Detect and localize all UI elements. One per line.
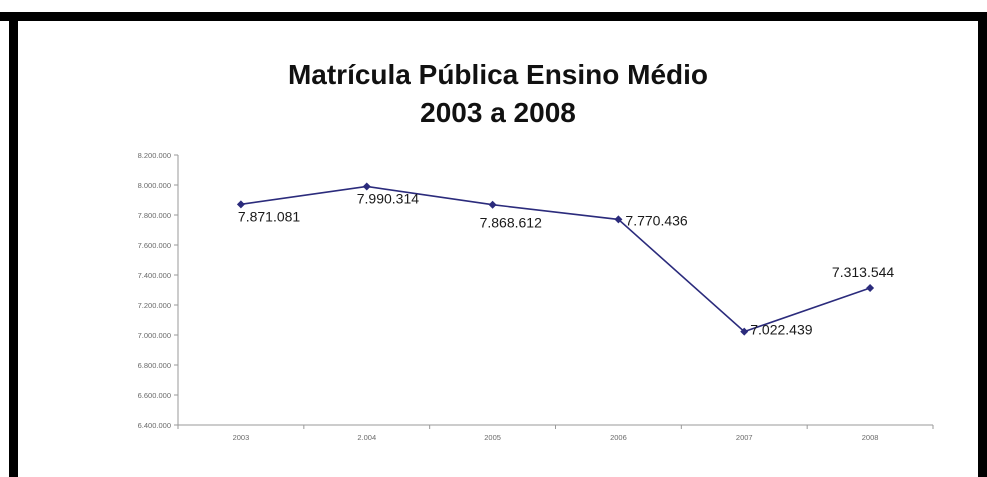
data-point-marker	[866, 283, 875, 292]
y-tick-label: 6.400.000	[138, 421, 171, 430]
data-label: 7.770.436	[625, 212, 687, 228]
x-tick-label: 2007	[736, 433, 753, 442]
y-tick-label: 7.800.000	[138, 211, 171, 220]
frame-border-right	[978, 12, 987, 477]
y-tick-label: 7.000.000	[138, 331, 171, 340]
frame-border-top	[0, 12, 987, 21]
y-tick-label: 6.600.000	[138, 391, 171, 400]
data-point-marker	[236, 200, 245, 209]
data-label: 7.871.081	[238, 208, 300, 224]
data-point-marker	[488, 200, 497, 209]
x-tick-label: 2.004	[357, 433, 376, 442]
frame-border-left	[9, 12, 18, 477]
y-tick-label: 7.600.000	[138, 241, 171, 250]
x-tick-label: 2005	[484, 433, 501, 442]
data-point-marker	[614, 215, 623, 224]
y-tick-label: 8.200.000	[138, 151, 171, 160]
x-tick-label: 2003	[233, 433, 250, 442]
y-tick-label: 6.800.000	[138, 361, 171, 370]
chart-title: Matrícula Pública Ensino Médio 2003 a 20…	[18, 56, 978, 132]
chart-title-line-2: 2003 a 2008	[420, 97, 576, 128]
data-label: 7.990.314	[357, 190, 419, 206]
data-label: 7.868.612	[480, 215, 542, 231]
x-tick-label: 2006	[610, 433, 627, 442]
y-tick-label: 8.000.000	[138, 181, 171, 190]
y-tick-label: 7.200.000	[138, 301, 171, 310]
data-point-marker	[362, 182, 371, 191]
y-tick-label: 7.400.000	[138, 271, 171, 280]
data-label: 7.022.439	[750, 322, 812, 338]
data-point-marker	[740, 327, 749, 336]
series-line	[240, 185, 871, 333]
data-label: 7.313.544	[832, 264, 894, 280]
chart-title-line-1: Matrícula Pública Ensino Médio	[287, 59, 709, 90]
x-tick-label: 2008	[862, 433, 879, 442]
